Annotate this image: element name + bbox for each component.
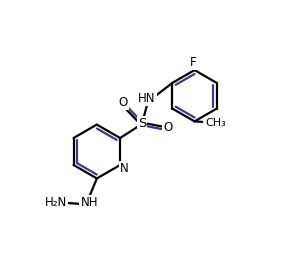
Text: NH: NH: [80, 196, 98, 209]
Text: H₂N: H₂N: [45, 196, 67, 209]
Text: F: F: [190, 56, 196, 69]
Text: HN: HN: [138, 92, 156, 105]
Text: O: O: [119, 96, 128, 109]
Text: O: O: [163, 121, 172, 134]
Text: CH₃: CH₃: [205, 118, 226, 128]
Text: N: N: [120, 162, 128, 174]
Text: S: S: [138, 117, 146, 130]
